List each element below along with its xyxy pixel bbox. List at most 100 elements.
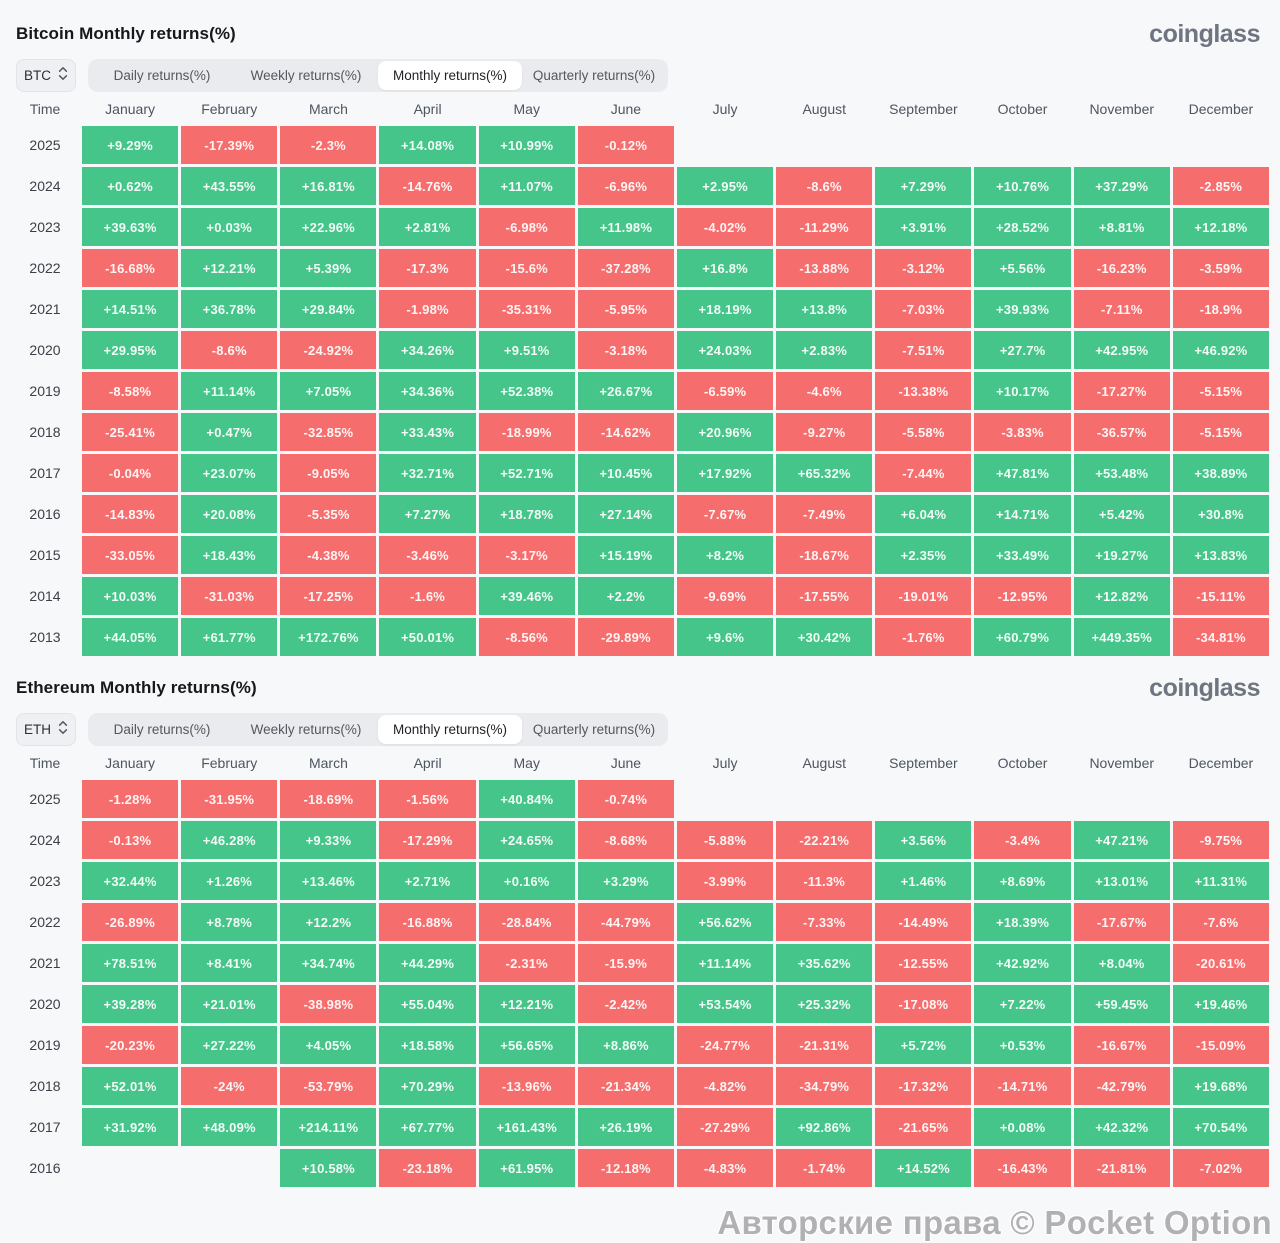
heatmap-cell: +2.83% bbox=[776, 331, 873, 369]
tab-quarterly-returns[interactable]: Quarterly returns(%) bbox=[522, 715, 666, 744]
tab-monthly-returns[interactable]: Monthly returns(%) bbox=[378, 60, 522, 90]
heatmap-cell: +24.65% bbox=[478, 821, 575, 859]
heatmap-cell: +2.71% bbox=[379, 862, 476, 900]
year-label: 2017 bbox=[29, 1119, 61, 1135]
tab-monthly-returns[interactable]: Monthly returns(%) bbox=[378, 714, 522, 744]
year-label: 2020 bbox=[29, 342, 61, 358]
heatmap-cell: +8.78% bbox=[181, 903, 278, 941]
updown-icon bbox=[58, 66, 68, 84]
tab-daily-returns[interactable]: Daily returns(%) bbox=[90, 715, 234, 744]
heatmap-cell-empty bbox=[677, 780, 773, 818]
heatmap-cell: +7.05% bbox=[280, 372, 377, 410]
heatmap-cell: -27.29% bbox=[676, 1108, 774, 1146]
heatmap-cell: -28.84% bbox=[478, 903, 575, 941]
updown-icon bbox=[58, 720, 68, 738]
heatmap-cell: +48.09% bbox=[181, 1108, 278, 1146]
heatmap-cell: +20.08% bbox=[181, 495, 278, 533]
heatmap-cell: +52.38% bbox=[478, 372, 575, 410]
column-header-january: January bbox=[105, 101, 155, 117]
heatmap-cell: -42.79% bbox=[1073, 1067, 1170, 1105]
heatmap-cell: -4.83% bbox=[676, 1149, 774, 1187]
year-label: 2021 bbox=[29, 955, 61, 971]
heatmap-cell-empty bbox=[974, 126, 1070, 164]
heatmap-cell: +4.05% bbox=[280, 1026, 377, 1064]
heatmap-cell: +24.03% bbox=[676, 331, 774, 369]
heatmap-cell: -16.43% bbox=[974, 1149, 1071, 1187]
heatmap-cell: -15.6% bbox=[478, 249, 575, 287]
heatmap-cell: -3.17% bbox=[478, 536, 575, 574]
heatmap-cell: +7.29% bbox=[875, 167, 972, 205]
heatmap-cell: +32.71% bbox=[379, 454, 476, 492]
heatmap-cell: +33.49% bbox=[974, 536, 1071, 574]
heatmap-cell: +14.71% bbox=[974, 495, 1071, 533]
heatmap-cell: +52.71% bbox=[478, 454, 575, 492]
heatmap-cell: -24% bbox=[181, 1067, 278, 1105]
heatmap-cell: -18.9% bbox=[1172, 290, 1269, 328]
tab-weekly-returns[interactable]: Weekly returns(%) bbox=[234, 61, 378, 90]
heatmap-cell: -11.29% bbox=[776, 208, 873, 246]
heatmap-cell: +0.03% bbox=[181, 208, 278, 246]
heatmap-cell: -1.98% bbox=[379, 290, 476, 328]
symbol-selector[interactable]: ETH bbox=[16, 712, 76, 746]
heatmap-cell: +7.22% bbox=[974, 985, 1071, 1023]
heatmap-cell: +9.33% bbox=[280, 821, 377, 859]
heatmap-cell: -18.67% bbox=[776, 536, 873, 574]
heatmap-cell: +53.54% bbox=[676, 985, 774, 1023]
heatmap-cell: -31.95% bbox=[181, 780, 278, 818]
tab-weekly-returns[interactable]: Weekly returns(%) bbox=[234, 715, 378, 744]
heatmap-cell: +26.67% bbox=[577, 372, 674, 410]
heatmap-cell: +5.39% bbox=[280, 249, 377, 287]
heatmap-cell: -6.96% bbox=[577, 167, 674, 205]
returns-period-tabs: Daily returns(%) Weekly returns(%) Monthly… bbox=[88, 712, 668, 746]
heatmap-cell: +14.52% bbox=[875, 1149, 972, 1187]
heatmap-cell: +28.52% bbox=[974, 208, 1071, 246]
heatmap-cell: +27.14% bbox=[577, 495, 674, 533]
heatmap-cell: -17.39% bbox=[181, 126, 278, 164]
symbol-selector[interactable]: BTC bbox=[16, 58, 76, 92]
heatmap-cell: +26.19% bbox=[577, 1108, 674, 1146]
heatmap-cell: -32.85% bbox=[280, 413, 377, 451]
heatmap-cell: +9.29% bbox=[82, 126, 179, 164]
heatmap-cell: -15.9% bbox=[577, 944, 674, 982]
heatmap-cell-empty bbox=[875, 126, 971, 164]
heatmap-cell: -0.12% bbox=[577, 126, 674, 164]
column-header-december: December bbox=[1188, 755, 1254, 771]
heatmap-cell: -8.68% bbox=[577, 821, 674, 859]
heatmap-cell: +14.08% bbox=[379, 126, 476, 164]
heatmap-cell-empty bbox=[1173, 126, 1269, 164]
tab-daily-returns[interactable]: Daily returns(%) bbox=[90, 61, 234, 90]
heatmap-cell: -4.6% bbox=[776, 372, 873, 410]
column-header-march: March bbox=[308, 101, 348, 117]
heatmap-cell: -4.38% bbox=[280, 536, 377, 574]
heatmap-cell: +50.01% bbox=[379, 618, 476, 656]
heatmap-cell: -26.89% bbox=[82, 903, 179, 941]
heatmap-cell: +8.41% bbox=[181, 944, 278, 982]
heatmap-cell: -8.56% bbox=[478, 618, 575, 656]
column-header-april: April bbox=[413, 755, 442, 771]
column-header-february: February bbox=[201, 101, 258, 117]
heatmap-cell: +449.35% bbox=[1073, 618, 1170, 656]
heatmap-cell: -22.21% bbox=[776, 821, 873, 859]
heatmap-cell: +34.26% bbox=[379, 331, 476, 369]
tab-quarterly-returns[interactable]: Quarterly returns(%) bbox=[522, 61, 666, 90]
column-header-august: August bbox=[802, 755, 847, 771]
heatmap-cell: +214.11% bbox=[280, 1108, 377, 1146]
heatmap-cell: +20.96% bbox=[676, 413, 774, 451]
year-label: 2023 bbox=[29, 873, 61, 889]
heatmap-cell: -17.55% bbox=[776, 577, 873, 615]
heatmap-cell: +70.29% bbox=[379, 1067, 476, 1105]
heatmap-cell: +43.55% bbox=[181, 167, 278, 205]
year-label: 2021 bbox=[29, 301, 61, 317]
heatmap-cell: -17.29% bbox=[379, 821, 476, 859]
heatmap-cell: +10.17% bbox=[974, 372, 1071, 410]
heatmap-cell: -24.77% bbox=[676, 1026, 774, 1064]
heatmap-cell: +3.56% bbox=[875, 821, 972, 859]
heatmap-cell: -4.02% bbox=[676, 208, 774, 246]
heatmap-cell: -5.58% bbox=[875, 413, 972, 451]
heatmap-cell: +161.43% bbox=[478, 1108, 575, 1146]
heatmap-cell: -17.67% bbox=[1073, 903, 1170, 941]
heatmap-cell: +67.77% bbox=[379, 1108, 476, 1146]
heatmap-cell: +10.03% bbox=[82, 577, 179, 615]
heatmap-cell: -34.79% bbox=[776, 1067, 873, 1105]
column-header-time: Time bbox=[29, 101, 61, 117]
